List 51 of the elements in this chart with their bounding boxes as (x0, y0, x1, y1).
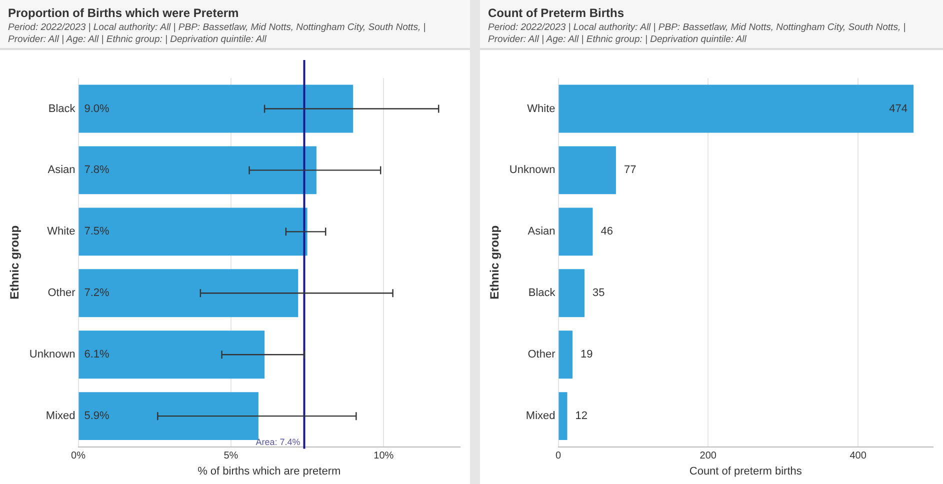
bar (558, 392, 568, 440)
y-tick-label: Asian (48, 164, 76, 176)
data-label: 6.1% (84, 348, 110, 361)
data-label: 77 (624, 164, 636, 176)
bar (558, 330, 572, 379)
y-axis-title: Ethnic group (8, 225, 22, 300)
y-tick-label: Other (48, 287, 76, 300)
chart-subtitle: Period: 2022/2023 | Local authority: All | PBP: Bassetlaw, Mid Notts, Nottingham City, South Notts, | Provider: All | Age: All | Ethnic group: | Deprivation quintile: All (8, 22, 427, 46)
x-tick-label: 10% (374, 450, 394, 462)
bar (78, 208, 308, 256)
bar (78, 84, 354, 133)
bar (558, 84, 914, 133)
bar (78, 392, 258, 440)
y-tick-label: Mixed (46, 410, 76, 422)
x-tick-label: 0 (555, 450, 562, 462)
y-tick-label: Asian (528, 226, 556, 238)
y-axis-title: Ethnic group (488, 225, 502, 300)
data-label: 9.0% (84, 102, 110, 115)
x-axis-title: % of births which are preterm (198, 465, 341, 478)
y-tick-label: Unknown (29, 348, 76, 361)
y-tick-label: Black (528, 287, 556, 300)
data-label: 7.8% (84, 164, 110, 176)
y-tick-label: Other (528, 348, 556, 361)
data-label: 35 (592, 287, 605, 300)
chart-title: Proportion of Births which were Preterm (8, 6, 240, 20)
bar (558, 269, 584, 318)
ref-line-label: Area: 7.4% (256, 436, 300, 447)
x-tick-label: 400 (850, 450, 867, 462)
bar (78, 146, 316, 194)
chart-title: Count of Preterm Births (488, 6, 626, 20)
data-label: 5.9% (84, 410, 110, 422)
data-label: 7.2% (84, 287, 110, 300)
y-tick-label: Unknown (509, 164, 556, 176)
data-label: 12 (575, 410, 588, 422)
y-tick-label: Mixed (526, 410, 556, 422)
x-tick-label: 0% (71, 450, 86, 462)
bar (78, 330, 265, 379)
bar (78, 269, 298, 318)
bar (558, 146, 616, 194)
data-label: 19 (580, 348, 593, 361)
bar (558, 208, 593, 256)
data-label: 7.5% (84, 226, 110, 238)
data-label: 46 (600, 226, 613, 238)
x-axis-title: Count of preterm births (689, 465, 802, 478)
data-label: 474 (889, 102, 908, 115)
y-tick-label: White (47, 226, 76, 238)
y-tick-label: Black (48, 102, 76, 115)
x-tick-label: 5% (224, 450, 238, 462)
x-tick-label: 200 (700, 450, 717, 462)
y-tick-label: White (527, 102, 556, 115)
chart-subtitle: Period: 2022/2023 | Local authority: All | PBP: Bassetlaw, Mid Notts, Nottingham City, South Notts, | Provider: All | Age: All | Ethnic group: | Deprivation quintile: All (488, 22, 907, 46)
